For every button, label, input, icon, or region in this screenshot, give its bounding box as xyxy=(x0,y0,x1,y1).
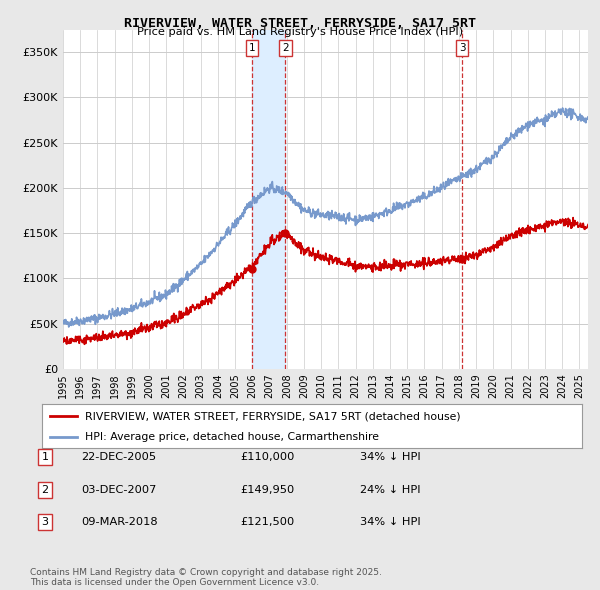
Text: £149,950: £149,950 xyxy=(240,485,294,494)
Text: 3: 3 xyxy=(41,517,49,527)
Text: 2: 2 xyxy=(282,43,289,53)
Text: £110,000: £110,000 xyxy=(240,453,295,462)
Text: Contains HM Land Registry data © Crown copyright and database right 2025.
This d: Contains HM Land Registry data © Crown c… xyxy=(30,568,382,587)
Text: Price paid vs. HM Land Registry's House Price Index (HPI): Price paid vs. HM Land Registry's House … xyxy=(137,27,463,37)
Text: RIVERVIEW, WATER STREET, FERRYSIDE, SA17 5RT: RIVERVIEW, WATER STREET, FERRYSIDE, SA17… xyxy=(124,17,476,30)
Text: RIVERVIEW, WATER STREET, FERRYSIDE, SA17 5RT (detached house): RIVERVIEW, WATER STREET, FERRYSIDE, SA17… xyxy=(85,411,461,421)
Text: 34% ↓ HPI: 34% ↓ HPI xyxy=(360,453,421,462)
Text: 09-MAR-2018: 09-MAR-2018 xyxy=(81,517,158,527)
Text: 03-DEC-2007: 03-DEC-2007 xyxy=(81,485,157,494)
Text: 1: 1 xyxy=(41,453,49,462)
Text: 1: 1 xyxy=(248,43,255,53)
Text: 22-DEC-2005: 22-DEC-2005 xyxy=(81,453,156,462)
Text: 2: 2 xyxy=(41,485,49,494)
Bar xyxy=(252,30,286,369)
Text: 24% ↓ HPI: 24% ↓ HPI xyxy=(360,485,421,494)
Text: HPI: Average price, detached house, Carmarthenshire: HPI: Average price, detached house, Carm… xyxy=(85,432,379,442)
Text: 34% ↓ HPI: 34% ↓ HPI xyxy=(360,517,421,527)
Text: £121,500: £121,500 xyxy=(240,517,294,527)
Text: 3: 3 xyxy=(459,43,466,53)
